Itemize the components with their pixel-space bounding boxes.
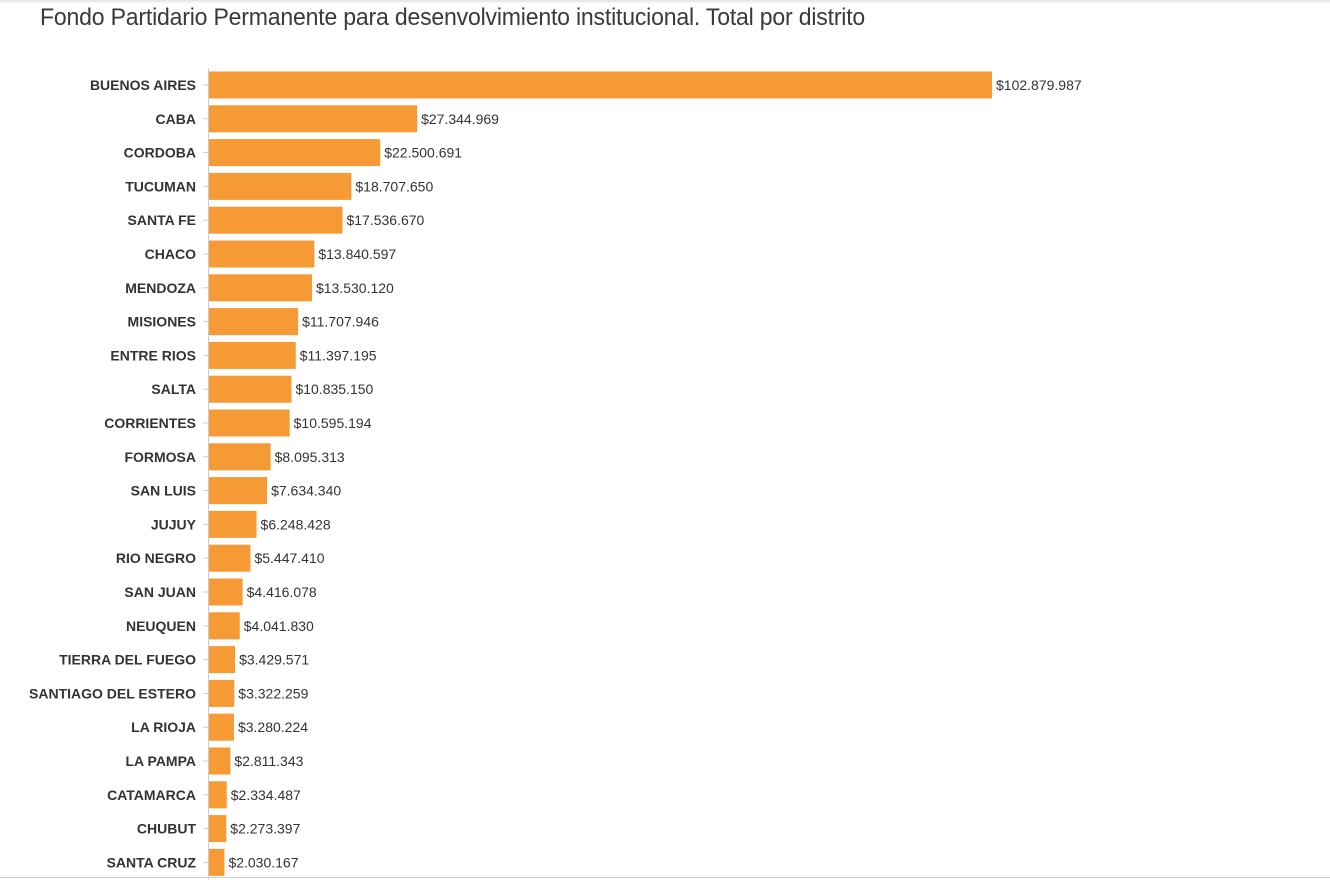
bar[interactable] [209,409,290,437]
bar[interactable] [209,612,240,640]
value-label: $2.811.343 [234,753,303,769]
category-label: ENTRE RIOS [110,347,196,363]
category-label: CORDOBA [124,145,196,161]
bar[interactable] [209,713,234,741]
bar[interactable] [209,646,236,674]
value-label: $102.879.987 [996,77,1082,93]
chart-title: Fondo Partidario Permanente para desenvo… [40,4,866,31]
category-label: CABA [156,111,196,127]
bar[interactable] [209,139,381,167]
value-label: $4.041.830 [244,618,314,634]
category-label: SAN LUIS [131,483,196,499]
value-label: $3.322.259 [238,685,308,701]
bar[interactable] [209,274,312,302]
bar[interactable] [209,308,299,336]
value-label: $27.344.969 [421,111,499,127]
bottom-rule [0,877,1330,878]
category-label: SALTA [151,381,196,397]
category-label: JUJUY [151,516,197,532]
bar[interactable] [209,510,257,538]
bar[interactable] [209,544,251,572]
value-label: $13.840.597 [318,246,396,262]
value-label: $2.334.487 [231,787,301,803]
bar[interactable] [209,240,315,268]
category-label: SANTA CRUZ [107,854,197,870]
value-label: $13.530.120 [316,280,394,296]
category-label: CHACO [145,246,196,262]
bar[interactable] [209,375,292,403]
value-label: $18.707.650 [355,178,433,194]
category-label: RIO NEGRO [116,550,196,566]
value-label: $4.416.078 [247,584,317,600]
value-label: $7.634.340 [271,483,341,499]
value-label: $10.835.150 [295,381,373,397]
bar[interactable] [209,679,235,707]
value-label: $5.447.410 [254,550,324,566]
category-label: SANTIAGO DEL ESTERO [29,685,196,701]
category-label: LA PAMPA [125,753,196,769]
value-label: $6.248.428 [261,516,331,532]
category-label: BUENOS AIRES [90,77,196,93]
category-label: MISIONES [128,314,196,330]
bar[interactable] [209,578,243,606]
top-shadow [0,0,1330,4]
value-label: $11.397.195 [300,347,377,363]
value-label: $2.273.397 [230,821,300,837]
value-label: $22.500.691 [384,145,462,161]
bar[interactable] [209,477,268,505]
category-label: CHUBUT [137,821,197,837]
category-label: NEUQUEN [126,618,196,634]
category-label: MENDOZA [125,280,196,296]
category-label: SAN JUAN [124,584,196,600]
value-label: $11.707.946 [302,314,379,330]
value-label: $2.030.167 [228,854,298,870]
category-label: CORRIENTES [104,415,196,431]
value-label: $3.280.224 [238,719,308,735]
value-label: $8.095.313 [275,449,345,465]
category-label: SANTA FE [128,212,196,228]
bar[interactable] [209,815,227,843]
category-label: CATAMARCA [107,787,196,803]
category-label: TUCUMAN [125,178,196,194]
value-label: $17.536.670 [346,212,424,228]
bar[interactable] [209,172,352,200]
bar[interactable] [209,105,418,133]
bar[interactable] [209,71,992,99]
category-label: TIERRA DEL FUEGO [59,652,196,668]
bar[interactable] [209,443,271,471]
bar[interactable] [209,341,296,369]
value-label: $10.595.194 [294,415,372,431]
category-label: LA RIOJA [131,719,196,735]
value-label: $3.429.571 [239,652,309,668]
bar[interactable] [209,781,227,809]
bar[interactable] [209,848,225,876]
bar[interactable] [209,206,343,234]
category-label: FORMOSA [124,449,196,465]
bar[interactable] [209,747,231,775]
